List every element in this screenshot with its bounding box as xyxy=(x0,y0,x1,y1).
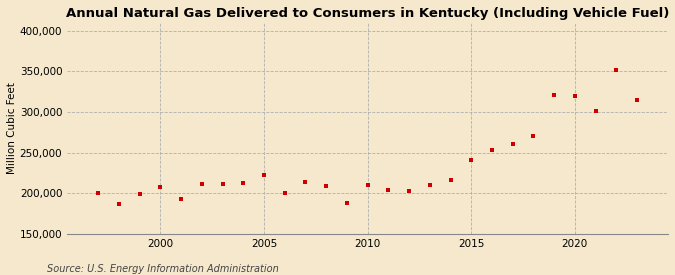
Point xyxy=(113,202,124,206)
Point xyxy=(528,134,539,139)
Point xyxy=(466,158,477,162)
Point xyxy=(508,141,518,146)
Point xyxy=(590,109,601,113)
Point xyxy=(217,181,228,186)
Point xyxy=(155,185,166,189)
Point xyxy=(570,94,580,98)
Point xyxy=(632,98,643,102)
Point xyxy=(487,148,497,152)
Point xyxy=(362,183,373,187)
Y-axis label: Million Cubic Feet: Million Cubic Feet xyxy=(7,82,17,174)
Point xyxy=(279,191,290,196)
Point xyxy=(134,192,145,196)
Point xyxy=(383,188,394,192)
Point xyxy=(321,184,331,188)
Point xyxy=(404,189,414,193)
Point xyxy=(425,183,435,187)
Title: Annual Natural Gas Delivered to Consumers in Kentucky (Including Vehicle Fuel): Annual Natural Gas Delivered to Consumer… xyxy=(66,7,670,20)
Point xyxy=(176,197,186,201)
Point xyxy=(611,67,622,72)
Point xyxy=(196,182,207,186)
Point xyxy=(93,191,104,196)
Point xyxy=(259,173,269,178)
Text: Source: U.S. Energy Information Administration: Source: U.S. Energy Information Administ… xyxy=(47,264,279,274)
Point xyxy=(549,93,560,97)
Point xyxy=(238,180,248,185)
Point xyxy=(445,178,456,183)
Point xyxy=(300,180,311,184)
Point xyxy=(342,201,352,205)
